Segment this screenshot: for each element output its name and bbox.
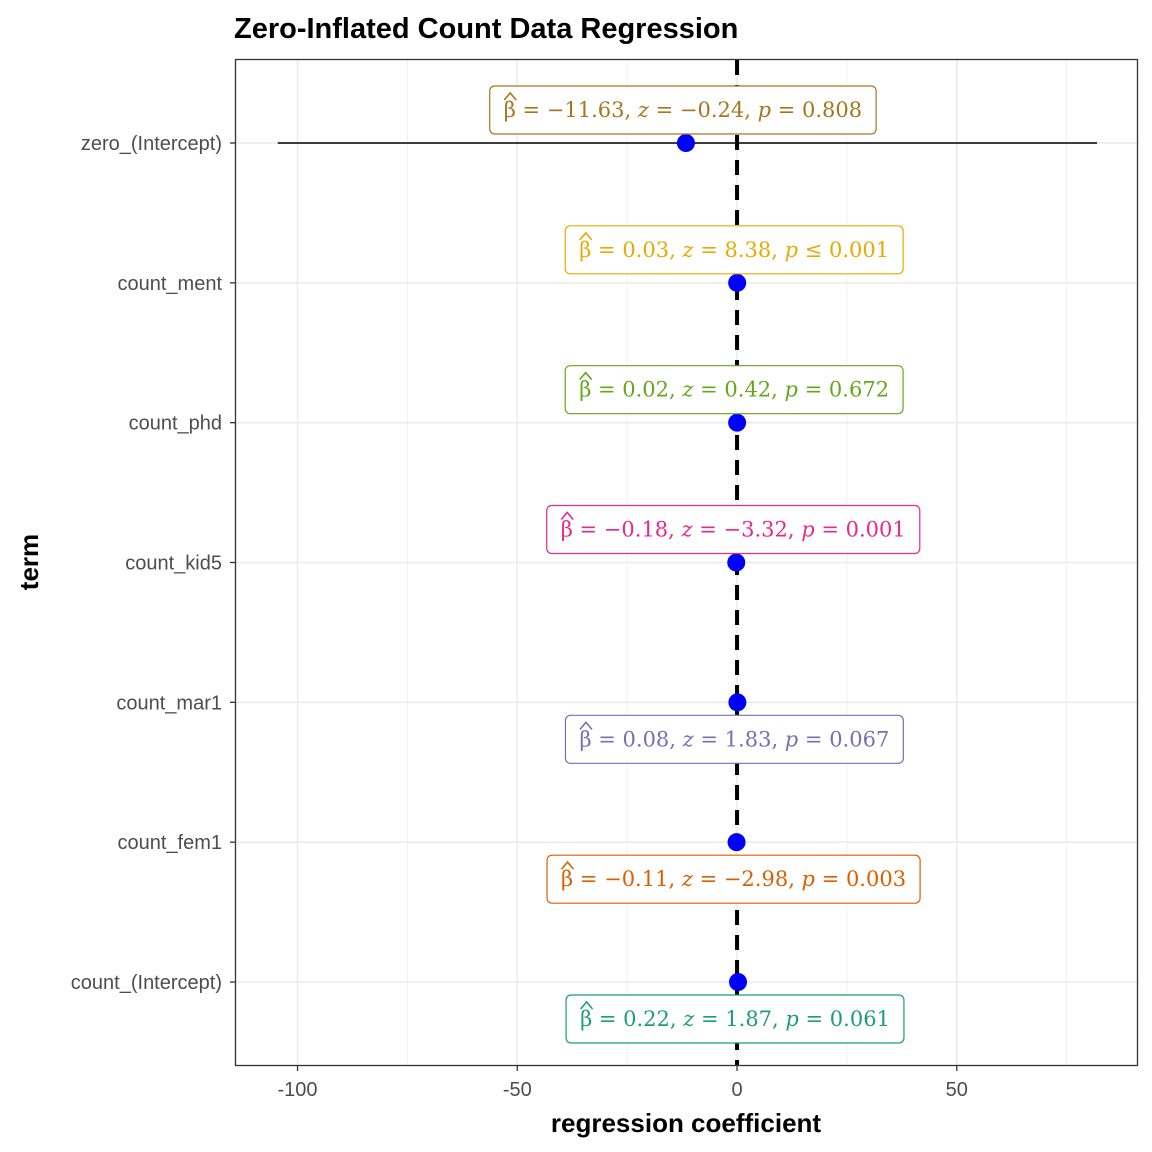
label-box <box>546 854 921 904</box>
label-text: β = −0.11, z = −2.98, p = 0.003 <box>561 867 906 891</box>
coefficient-label: β = −11.63, z = −0.24, p = 0.808 <box>489 85 877 135</box>
y-tick-label: count_(Intercept) <box>71 972 222 994</box>
x-tick-label: -100 <box>278 1079 318 1101</box>
y-tick-label: count_kid5 <box>125 553 222 575</box>
label-text: β = −11.63, z = −0.24, p = 0.808 <box>504 98 862 122</box>
estimate-point <box>729 973 748 991</box>
label-text: β = 0.08, z = 1.83, p = 0.067 <box>579 727 889 751</box>
y-axis: zero_(Intercept) count_ment count_phdcount… <box>71 133 236 994</box>
label-box <box>489 85 877 135</box>
x-tick-label: -50 <box>503 1079 532 1101</box>
y-tick-label: zero_(Intercept) <box>81 133 222 155</box>
label-box <box>565 994 905 1044</box>
label-text: β = 0.02, z = 0.42, p = 0.672 <box>579 378 889 402</box>
label-box <box>564 365 904 415</box>
grid <box>236 60 1137 1065</box>
label-text: β = 0.03, z = 8.38, p ≤ 0.001 <box>579 238 889 262</box>
chart-title: Zero-Inflated Count Data Regression <box>234 13 738 45</box>
estimate-point <box>676 134 695 152</box>
estimate-point <box>728 273 747 292</box>
coefficient-label: β = 0.22, z = 1.87, p = 0.061 <box>565 994 905 1044</box>
y-tick-label: count_phd <box>129 413 222 435</box>
estimate-point <box>728 413 747 432</box>
label-box <box>564 714 904 764</box>
hat-icon <box>579 231 593 241</box>
x-axis-title: regression coefficient <box>551 1108 822 1138</box>
coefficient-label: β = 0.03, z = 8.38, p ≤ 0.001 <box>564 225 904 275</box>
estimate-point <box>727 833 746 852</box>
estimate-point <box>728 693 747 712</box>
x-tick-label: 0 <box>731 1079 742 1101</box>
coefficient-label: β = −0.18, z = −3.32, p = 0.001 <box>546 504 921 555</box>
label-box <box>546 504 921 555</box>
label-text: β = −0.18, z = −3.32, p = 0.001 <box>561 518 906 542</box>
coefficient-label: β = 0.02, z = 0.42, p = 0.672 <box>564 365 904 415</box>
coefficient-label: β = −0.11, z = −2.98, p = 0.003 <box>546 854 921 904</box>
hat-icon <box>560 511 574 521</box>
x-axis: -100 -50 0 50 <box>278 1065 968 1101</box>
label-text: β = 0.22, z = 1.87, p = 0.061 <box>580 1007 890 1031</box>
coefficient-label: β = 0.08, z = 1.83, p = 0.067 <box>564 714 904 764</box>
hat-icon <box>579 371 593 381</box>
hat-icon <box>579 1000 594 1010</box>
coefficient-labels: β = −11.63, z = −0.24, p = 0.808 β = 0.03… <box>489 85 921 1044</box>
y-tick-label: count_ment <box>117 273 222 295</box>
estimate-points <box>676 134 748 991</box>
hat-icon <box>560 860 575 870</box>
estimate-point <box>727 553 746 572</box>
hat-icon <box>503 91 517 101</box>
y-tick-label: count_mar1 <box>116 692 222 714</box>
y-axis-title: term <box>14 534 44 590</box>
hat-icon <box>579 721 593 730</box>
x-tick-label: 50 <box>946 1079 968 1101</box>
y-tick-label: count_fem1 <box>117 832 222 854</box>
label-box <box>564 225 904 275</box>
